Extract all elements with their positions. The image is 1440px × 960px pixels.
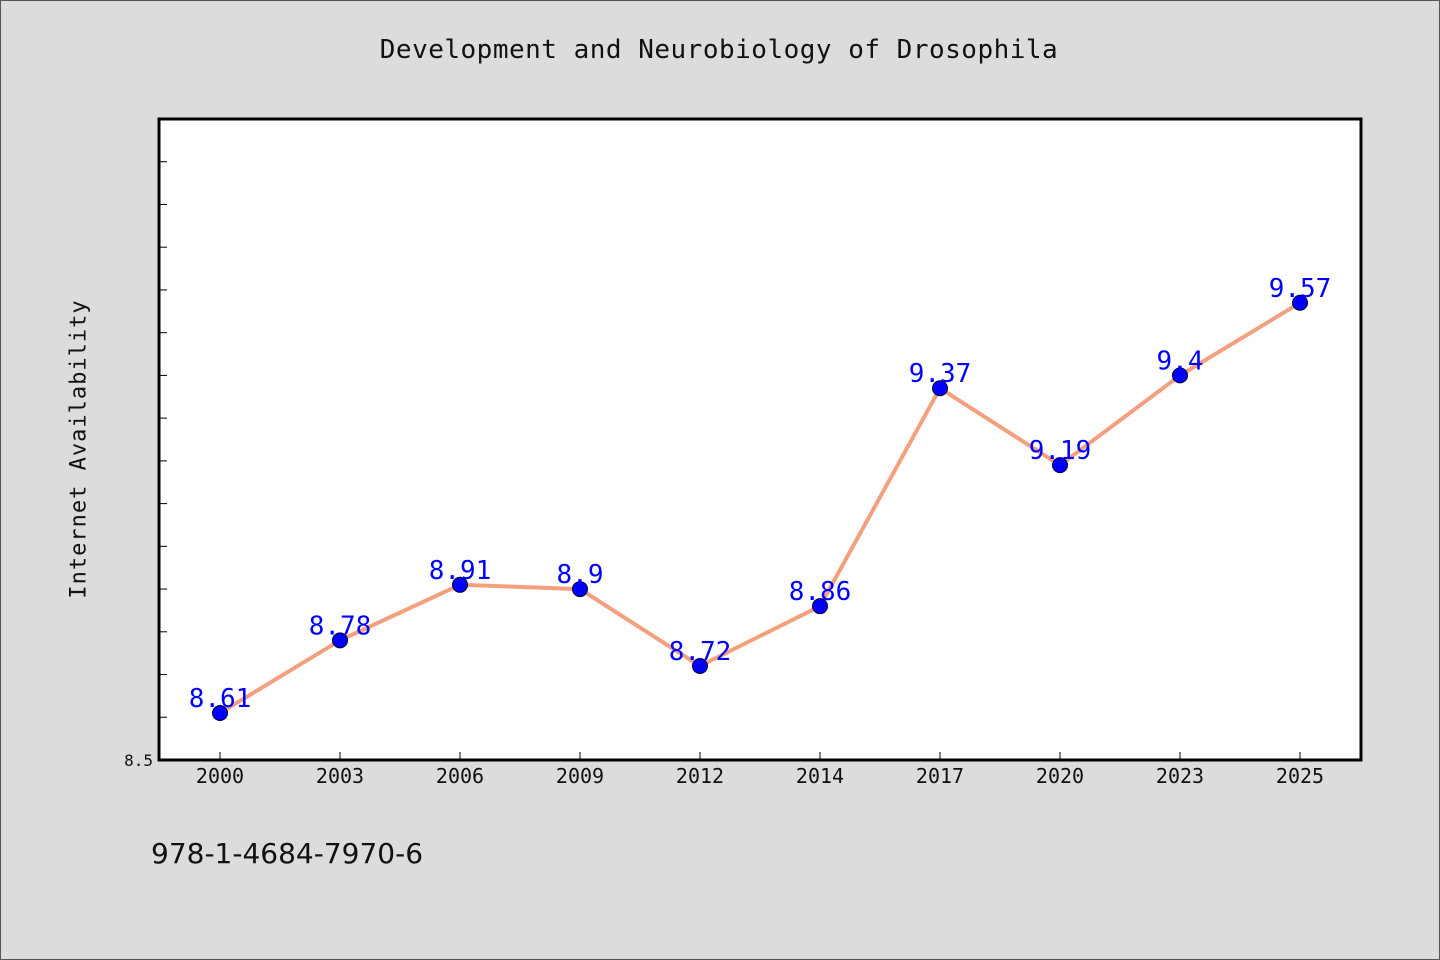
x-tick-label: 2014 [796,764,844,788]
chart-title: Development and Neurobiology of Drosophi… [379,35,1059,65]
data-label: 8.72 [669,637,732,667]
data-point [212,704,228,721]
data-point [932,380,948,397]
x-tick-label: 2017 [916,764,964,788]
x-tick-label: 2012 [676,764,724,788]
x-axis-ticks: 2000 2003 2006 2009 2012 2014 2017 2020 2023 2025 [196,752,1324,788]
footer-isbn-text: 978-1-4684-7970-6 [151,837,424,870]
y-axis-ticks: 8.5 [124,161,167,770]
data-label: 9.4 [1157,346,1204,376]
data-label: 9.37 [909,359,972,389]
series-line [218,301,1302,715]
series-group [212,294,1308,721]
data-label: 8.91 [429,556,492,586]
x-tick-label: 2025 [1276,764,1324,788]
data-point [692,657,708,674]
data-point [1172,367,1188,384]
y-tick-label: 8.5 [124,751,153,770]
data-label: 9.19 [1029,436,1092,466]
data-point [452,576,468,593]
data-label: 8.9 [557,560,604,590]
data-point [1052,457,1068,474]
data-label: 8.61 [189,684,252,714]
data-label: 8.78 [309,611,372,641]
data-point [572,581,588,598]
data-label: 8.86 [789,577,852,607]
x-tick-label: 2023 [1156,764,1204,788]
x-tick-label: 2000 [196,764,244,788]
data-labels-group: 8.61 8.78 8.91 8.9 8.72 8.86 9.37 9.19 9.4 9.57 [189,274,1332,714]
data-point [1292,294,1308,311]
data-point [332,632,348,649]
x-tick-label: 2020 [1036,764,1084,788]
x-tick-label: 2006 [436,764,484,788]
data-point [812,598,828,615]
x-tick-label: 2003 [316,764,364,788]
x-tick-label: 2009 [556,764,604,788]
plot-area [157,117,1363,762]
data-label: 9.57 [1269,274,1332,304]
